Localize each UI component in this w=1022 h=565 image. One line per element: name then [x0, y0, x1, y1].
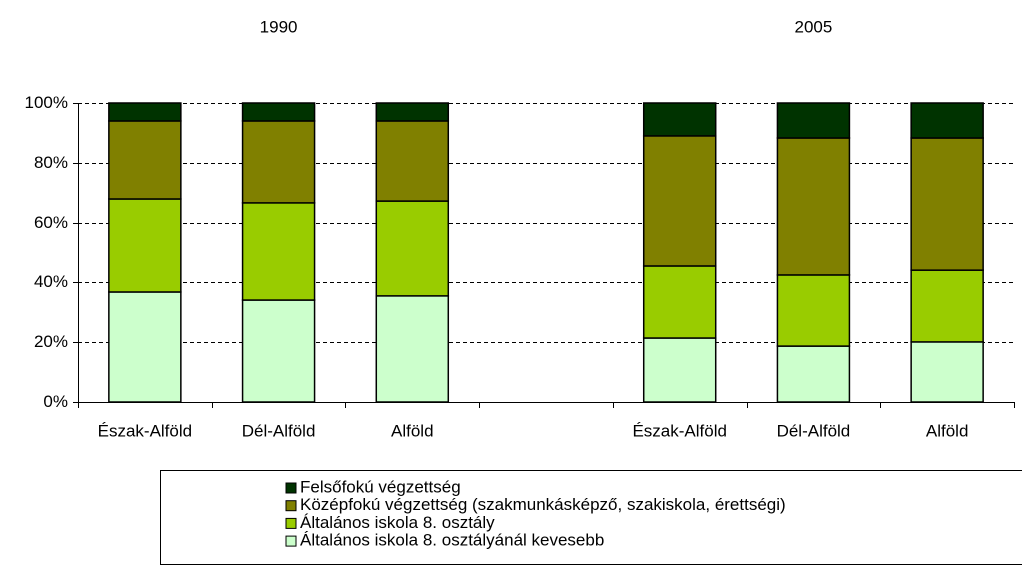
- bar-segment: [642, 135, 717, 267]
- legend-swatch: [285, 500, 297, 512]
- legend-swatch: [285, 517, 297, 529]
- x-tick-label: Észak-Alföld: [632, 421, 726, 440]
- x-tick-label: Észak-Alföld: [98, 421, 192, 440]
- bar-segment: [642, 102, 717, 137]
- bar-segment: [776, 274, 851, 347]
- bar-segment: [642, 265, 717, 339]
- legend-label: Általános iskola 8. osztályánál kevesebb: [300, 531, 604, 550]
- legend-label: Általános iskola 8. osztály: [300, 513, 495, 532]
- x-tick-label: Dél-Alföld: [777, 421, 851, 440]
- bar-segment: [375, 200, 450, 297]
- bar-segment: [375, 120, 450, 202]
- bar-segment: [910, 102, 984, 139]
- bar-segment: [108, 102, 182, 122]
- group-label: 2005: [795, 17, 833, 36]
- bar-segment: [241, 202, 316, 301]
- y-tick-label: 60%: [34, 213, 68, 232]
- legend-swatch: [285, 535, 297, 547]
- bar-segment: [642, 337, 717, 403]
- y-tick-label: 100%: [25, 93, 68, 112]
- legend-label: Középfokú végzettség (szakmunkásképző, s…: [300, 495, 786, 514]
- bar-segment: [776, 345, 851, 403]
- y-tick-label: 80%: [34, 153, 68, 172]
- bar-segment: [776, 102, 851, 139]
- x-tick-label: Dél-Alföld: [242, 421, 316, 440]
- y-tick-label: 0%: [43, 392, 68, 411]
- bar-segment: [108, 198, 182, 293]
- y-tick-label: 20%: [34, 332, 68, 351]
- bar-segment: [910, 137, 984, 271]
- group-label: 1990: [260, 17, 298, 36]
- bar-segment: [375, 102, 450, 122]
- bar-segment: [241, 102, 316, 122]
- bar-segment: [108, 120, 182, 200]
- bar-segment: [910, 341, 984, 403]
- bar-segment: [375, 295, 450, 403]
- x-tick-label: Alföld: [391, 421, 434, 440]
- legend-label: Felsőfokú végzettség: [300, 477, 461, 496]
- y-tick-label: 40%: [34, 272, 68, 291]
- bar-segment: [108, 291, 182, 403]
- bar-segment: [910, 269, 984, 343]
- bar-segment: [241, 120, 316, 204]
- bar-segment: [776, 137, 851, 276]
- bar-segment: [241, 299, 316, 403]
- legend-swatch: [285, 482, 297, 494]
- x-tick-label: Alföld: [926, 421, 969, 440]
